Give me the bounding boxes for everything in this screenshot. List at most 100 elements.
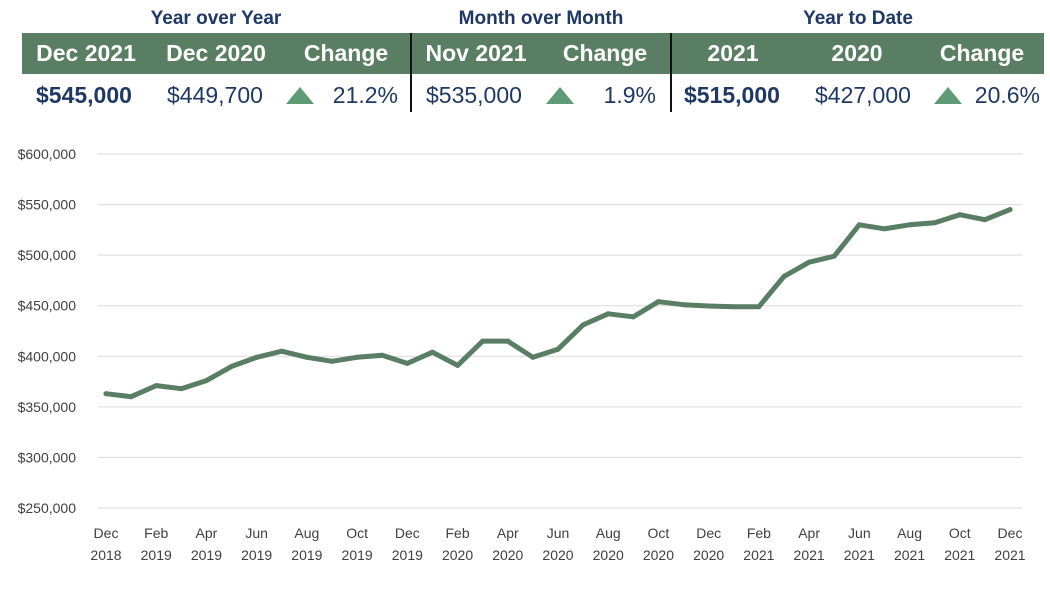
x-tick-label: 2019 xyxy=(291,547,322,563)
x-axis-labels: Dec 2018 Feb 2019 Apr 2019 Jun 2019 Aug 2019 Oct 20… xyxy=(90,525,1025,563)
data-point xyxy=(781,273,787,279)
y-axis-labels: $600,000 $550,000 $500,000 $450,000 $400,000… xyxy=(18,146,77,516)
header-yoy-current: Dec 2021 xyxy=(36,40,136,66)
header-yoy-previous: Dec 2020 xyxy=(166,40,266,66)
value-yoy-current: $545,000 xyxy=(36,82,132,108)
data-point xyxy=(856,222,862,228)
x-tick-label: 2021 xyxy=(794,547,825,563)
data-points xyxy=(103,207,1013,400)
data-point xyxy=(831,253,837,259)
data-point xyxy=(455,362,461,368)
x-tick-label: Jun xyxy=(547,525,570,541)
x-tick-label: 2020 xyxy=(643,547,674,563)
summary-table: Year over Year Month over Month Year to … xyxy=(22,0,1044,112)
data-point xyxy=(304,354,310,360)
x-tick-label: Jun xyxy=(245,525,268,541)
group-title-year-over-year: Year over Year xyxy=(150,8,282,29)
y-tick-label: $500,000 xyxy=(18,247,77,263)
data-point xyxy=(756,304,762,310)
y-tick-label: $250,000 xyxy=(18,500,77,516)
x-tick-label: Aug xyxy=(897,525,922,541)
group-divider xyxy=(410,33,412,112)
x-tick-label: 2018 xyxy=(90,547,121,563)
x-tick-label: Apr xyxy=(196,525,218,541)
data-point xyxy=(655,299,661,305)
data-point xyxy=(153,383,159,389)
x-tick-label: Jun xyxy=(848,525,871,541)
data-point xyxy=(429,349,435,355)
x-tick-label: 2019 xyxy=(392,547,423,563)
x-tick-label: Aug xyxy=(294,525,319,541)
data-point xyxy=(982,217,988,223)
price-line-chart: $600,000 $550,000 $500,000 $450,000 $400,000… xyxy=(0,130,1050,600)
x-tick-label: Aug xyxy=(596,525,621,541)
change-mom-value: 1.9% xyxy=(603,82,656,108)
x-tick-label: Oct xyxy=(648,525,670,541)
y-tick-label: $550,000 xyxy=(18,197,77,213)
change-yoy: 21.2% xyxy=(284,79,398,111)
data-point xyxy=(1007,207,1013,213)
data-point xyxy=(279,348,285,354)
data-point xyxy=(957,212,963,218)
change-ytd-value: 20.6% xyxy=(974,82,1040,108)
x-tick-label: Feb xyxy=(445,525,469,541)
x-tick-label: Apr xyxy=(798,525,820,541)
x-tick-label: Dec xyxy=(94,525,119,541)
value-ytd-previous: $427,000 xyxy=(815,82,911,108)
header-yoy-change: Change xyxy=(303,40,389,66)
data-point xyxy=(681,302,687,308)
x-tick-label: 2020 xyxy=(442,547,473,563)
y-tick-label: $350,000 xyxy=(18,399,77,415)
data-point xyxy=(530,354,536,360)
x-tick-label: 2019 xyxy=(241,547,272,563)
x-tick-label: Apr xyxy=(497,525,519,541)
x-tick-label: Dec xyxy=(998,525,1023,541)
header-mom-change: Change xyxy=(562,40,648,66)
change-yoy-value: 21.2% xyxy=(332,82,398,108)
data-point xyxy=(103,391,109,397)
x-tick-label: 2021 xyxy=(944,547,975,563)
x-tick-label: Oct xyxy=(949,525,971,541)
data-point xyxy=(580,322,586,328)
data-point xyxy=(229,363,235,369)
header-ytd-previous: 2020 xyxy=(831,40,883,66)
data-point xyxy=(881,226,887,232)
chart-svg: $600,000 $550,000 $500,000 $450,000 $400,000… xyxy=(18,146,1026,563)
y-tick-label: $450,000 xyxy=(18,298,77,314)
header-ytd-current: 2021 xyxy=(707,40,759,66)
triangle-up-icon xyxy=(934,87,962,104)
x-tick-label: 2021 xyxy=(994,547,1025,563)
x-tick-label: Feb xyxy=(144,525,168,541)
data-point xyxy=(254,354,260,360)
triangle-up-icon xyxy=(286,87,314,104)
x-tick-label: 2020 xyxy=(542,547,573,563)
change-ytd: 20.6% xyxy=(934,79,1040,111)
data-point xyxy=(354,354,360,360)
group-title-year-to-date: Year to Date xyxy=(803,8,913,29)
data-point xyxy=(379,352,385,358)
x-tick-label: Oct xyxy=(346,525,368,541)
y-tick-label: $600,000 xyxy=(18,146,77,162)
x-tick-label: 2019 xyxy=(141,547,172,563)
summary-header-row: Dec 2021 Dec 2020 Change Nov 2021 Change… xyxy=(22,33,1044,74)
data-point xyxy=(128,394,134,400)
x-tick-label: Dec xyxy=(696,525,721,541)
x-tick-label: 2019 xyxy=(191,547,222,563)
x-tick-label: 2021 xyxy=(844,547,875,563)
triangle-up-icon xyxy=(546,87,574,104)
grid-lines xyxy=(98,153,1022,509)
y-tick-label: $400,000 xyxy=(18,348,77,364)
data-point xyxy=(505,338,511,344)
data-point xyxy=(203,378,209,384)
x-tick-label: 2020 xyxy=(492,547,523,563)
x-tick-label: 2021 xyxy=(743,547,774,563)
data-point xyxy=(630,314,636,320)
data-point xyxy=(605,311,611,317)
value-yoy-previous: $449,700 xyxy=(167,82,263,108)
data-point xyxy=(731,304,737,310)
x-tick-label: Dec xyxy=(395,525,420,541)
y-tick-label: $300,000 xyxy=(18,449,77,465)
data-point xyxy=(907,222,913,228)
change-mom: 1.9% xyxy=(544,79,656,111)
data-point xyxy=(178,386,184,392)
